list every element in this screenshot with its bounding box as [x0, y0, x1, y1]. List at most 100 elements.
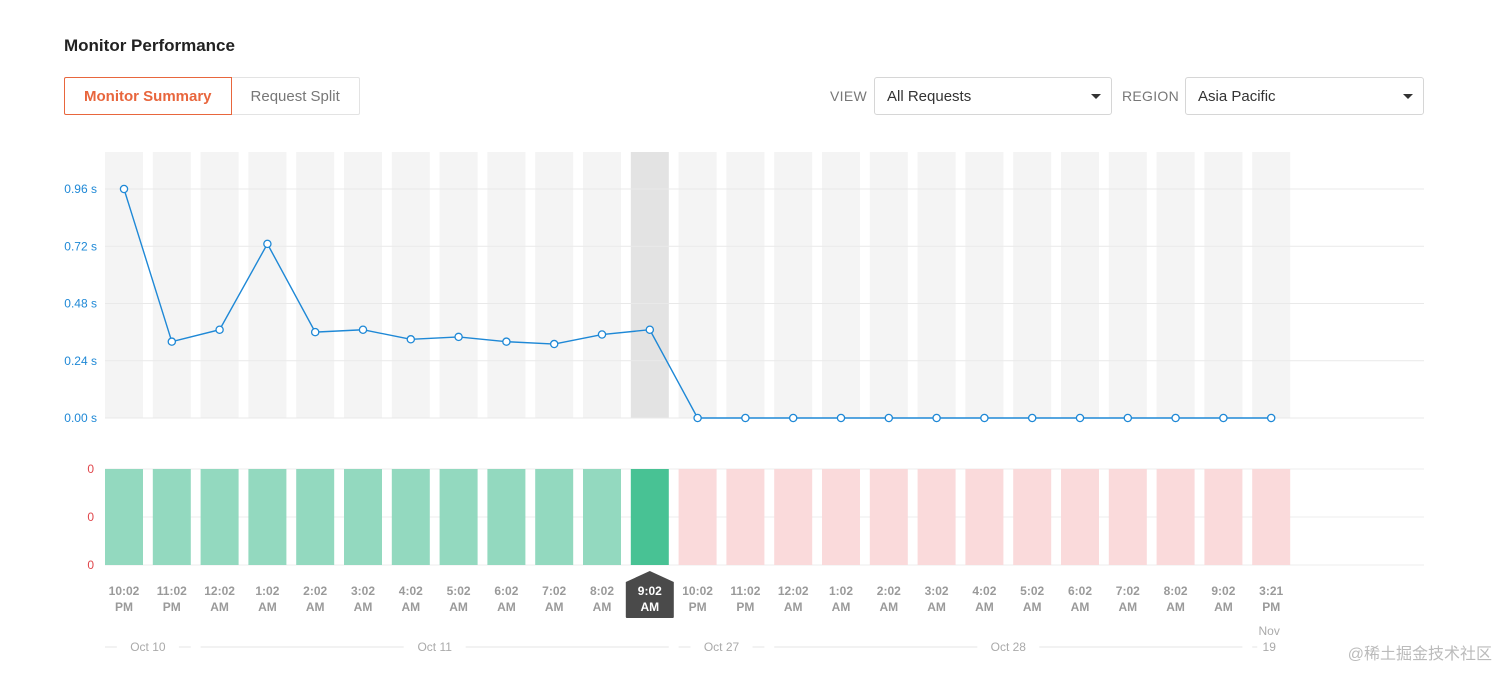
x-tick-label: 4:02 — [399, 584, 423, 598]
success-bar[interactable] — [248, 469, 287, 565]
failure-bar[interactable] — [1061, 469, 1099, 565]
data-point[interactable] — [980, 413, 989, 423]
column-background[interactable] — [1061, 152, 1099, 418]
data-point[interactable] — [1123, 413, 1133, 423]
data-point[interactable] — [310, 327, 320, 337]
failure-bar[interactable] — [726, 469, 765, 565]
failure-bar[interactable] — [965, 469, 1004, 565]
y-tick-label: 0.24 s — [64, 354, 97, 368]
x-tick-label: 12:02 — [778, 584, 809, 598]
region-filter-label: REGION — [1122, 88, 1180, 104]
view-select[interactable]: All Requests — [874, 77, 1112, 115]
data-point[interactable] — [1027, 413, 1037, 423]
failure-bar[interactable] — [1204, 469, 1243, 565]
data-point[interactable] — [645, 325, 655, 334]
data-point[interactable] — [502, 337, 511, 346]
x-tick-label: AM — [401, 600, 420, 614]
data-point[interactable] — [693, 413, 702, 423]
data-point[interactable] — [932, 413, 941, 423]
data-point[interactable] — [406, 335, 416, 344]
column-background[interactable] — [630, 152, 669, 418]
data-point[interactable] — [788, 413, 798, 423]
success-bar[interactable] — [487, 469, 526, 565]
data-point[interactable] — [263, 239, 272, 249]
column-background[interactable] — [917, 152, 956, 418]
failure-bar[interactable] — [678, 469, 717, 565]
data-point[interactable] — [1266, 413, 1276, 423]
data-point[interactable] — [358, 325, 368, 334]
failure-bar[interactable] — [1252, 469, 1291, 565]
x-tick-label: AM — [306, 600, 325, 614]
success-bar[interactable] — [296, 469, 335, 565]
success-bar[interactable] — [344, 469, 382, 565]
x-tick-label: AM — [210, 600, 229, 614]
date-group-label: Nov — [1259, 624, 1280, 638]
x-tick-label: AM — [497, 600, 516, 614]
data-point[interactable] — [215, 325, 224, 334]
x-tick-label: AM — [927, 600, 946, 614]
failure-bar[interactable] — [1013, 469, 1052, 565]
column-background[interactable] — [439, 152, 478, 418]
x-tick-label: AM — [879, 600, 898, 614]
failure-bar[interactable] — [1108, 469, 1147, 565]
column-background[interactable] — [774, 152, 813, 418]
success-bar[interactable] — [391, 469, 430, 565]
x-tick-label: AM — [1118, 600, 1137, 614]
column-background[interactable] — [391, 152, 430, 418]
data-point[interactable] — [454, 332, 463, 342]
success-bar[interactable] — [630, 469, 669, 565]
success-bar[interactable] — [105, 469, 143, 565]
tab-request-split[interactable]: Request Split — [231, 77, 360, 115]
column-background[interactable] — [105, 152, 143, 418]
column-background[interactable] — [344, 152, 382, 418]
data-point[interactable] — [836, 413, 846, 423]
failure-bar[interactable] — [1156, 469, 1195, 565]
column-background[interactable] — [248, 152, 287, 418]
region-select[interactable]: Asia Pacific — [1185, 77, 1424, 115]
data-point[interactable] — [1171, 413, 1180, 423]
success-bar[interactable] — [583, 469, 621, 565]
column-background[interactable] — [1013, 152, 1052, 418]
success-bar[interactable] — [152, 469, 191, 565]
data-point[interactable] — [1075, 413, 1085, 423]
success-bar[interactable] — [200, 469, 239, 565]
data-point[interactable] — [597, 330, 607, 339]
failure-bar[interactable] — [822, 469, 860, 565]
column-background[interactable] — [487, 152, 526, 418]
column-background[interactable] — [869, 152, 908, 418]
success-bar[interactable] — [439, 469, 478, 565]
failure-bar[interactable] — [917, 469, 956, 565]
column-background[interactable] — [1108, 152, 1147, 418]
column-background[interactable] — [1204, 152, 1243, 418]
data-point[interactable] — [119, 184, 129, 194]
failure-bar[interactable] — [774, 469, 813, 565]
column-background[interactable] — [822, 152, 860, 418]
column-background[interactable] — [535, 152, 574, 418]
column-background[interactable] — [965, 152, 1004, 418]
x-tick-label: 1:02 — [255, 584, 279, 598]
column-background[interactable] — [678, 152, 717, 418]
tab-monitor-summary[interactable]: Monitor Summary — [64, 77, 232, 115]
x-tick-label: 5:02 — [447, 584, 471, 598]
x-tick-label: 11:02 — [730, 584, 760, 598]
column-background[interactable] — [296, 152, 335, 418]
y-tick-label: 0.00 s — [64, 411, 97, 425]
column-background[interactable] — [1252, 152, 1291, 418]
column-background[interactable] — [726, 152, 765, 418]
x-tick-label: 2:02 — [877, 584, 901, 598]
success-bar[interactable] — [535, 469, 574, 565]
x-tick-label: 8:02 — [1164, 584, 1188, 598]
x-tick-label: AM — [1023, 600, 1042, 614]
data-point[interactable] — [741, 413, 750, 423]
failure-bar[interactable] — [869, 469, 908, 565]
x-tick-label: 9:02 — [1211, 584, 1235, 598]
data-point[interactable] — [167, 337, 177, 346]
data-point[interactable] — [884, 413, 894, 423]
column-background[interactable] — [1156, 152, 1195, 418]
status-axis-label: 0 — [87, 558, 94, 572]
data-point[interactable] — [1219, 413, 1228, 423]
column-background[interactable] — [200, 152, 239, 418]
column-background[interactable] — [152, 152, 191, 418]
column-background[interactable] — [583, 152, 621, 418]
data-point[interactable] — [549, 339, 559, 349]
